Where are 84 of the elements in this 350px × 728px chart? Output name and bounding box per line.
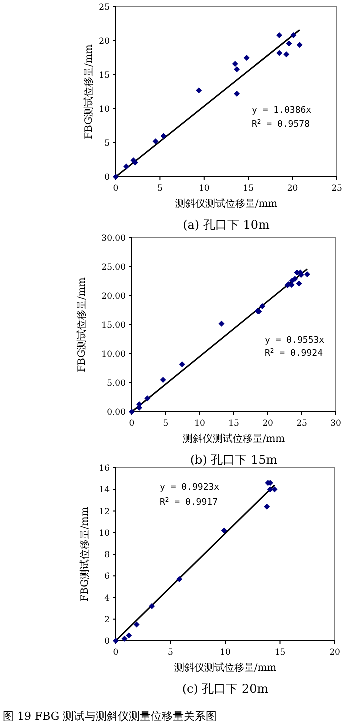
- y-tick-label: 6: [104, 572, 110, 582]
- point: [152, 138, 159, 145]
- point: [296, 280, 302, 287]
- point: [234, 66, 240, 73]
- y-tick-label: 8: [104, 550, 110, 560]
- y-tick-label: 2: [104, 615, 110, 626]
- y-axis-title: FBG测试位移量/mm: [83, 44, 95, 140]
- point: [290, 32, 297, 39]
- x-tick-label: 20: [287, 184, 298, 194]
- y-axis-title: FBG测试位移量/mm: [76, 277, 88, 372]
- point: [267, 486, 274, 493]
- y-tick-label: 5.00: [107, 379, 126, 389]
- point: [276, 32, 283, 39]
- y-tick-label: 16: [99, 464, 110, 474]
- y-tick-label: 0: [104, 173, 110, 183]
- y-tick-label: 15.00: [102, 321, 126, 331]
- point: [218, 320, 225, 327]
- y-tick-label: 10: [99, 105, 110, 115]
- annotation: R$^{2}$ = 0.9578: [252, 118, 310, 130]
- point: [160, 377, 166, 384]
- point: [304, 272, 310, 278]
- x-tick-label: 25: [296, 419, 308, 429]
- y-axis-title: FBG测试位移量/mm: [79, 506, 91, 602]
- annotation: y = 0.9553x: [265, 336, 326, 346]
- y-tick-label: 14: [99, 486, 110, 496]
- point: [221, 528, 228, 534]
- point: [276, 50, 283, 56]
- point: [244, 55, 250, 61]
- point: [160, 133, 167, 140]
- annotation: R$^{2}$ = 0.9917: [160, 496, 218, 508]
- y-tick-label: 25.00: [102, 263, 126, 273]
- x-tick-label: 0: [129, 419, 135, 429]
- text: (a) 孔口下 10m: [183, 218, 271, 232]
- point: [284, 52, 290, 58]
- x-tick-label: 15: [228, 419, 240, 429]
- y-tick-label: 5: [104, 139, 110, 149]
- x-axis-title: 测斜仪测试位移量/mm: [182, 433, 286, 445]
- point: [264, 504, 270, 510]
- x-axis-title: 测斜仪测试位移量/mm: [174, 662, 278, 674]
- y-tick-label: 4: [104, 594, 110, 604]
- y-tick-label: 10.00: [102, 350, 126, 360]
- x-tick-label: 5: [163, 419, 169, 429]
- x-tick-label: 15: [274, 648, 286, 658]
- point: [286, 40, 292, 47]
- y-tick-label: 25: [99, 3, 110, 13]
- point: [260, 303, 266, 310]
- y-tick-label: 10: [99, 528, 110, 539]
- x-tick-label: 5: [168, 648, 174, 658]
- point: [124, 164, 130, 170]
- point: [232, 61, 238, 68]
- x-tick-label: 30: [330, 419, 342, 429]
- text: (c) 孔口下 20m: [182, 682, 270, 696]
- point: [296, 42, 303, 48]
- y-tick-label: 20: [99, 37, 110, 47]
- x-tick-label: 10: [220, 648, 231, 658]
- caption: 图 19 FBG 测试与测斜仪测量位移量关系图: [3, 710, 218, 723]
- point: [149, 603, 156, 610]
- point: [292, 276, 298, 282]
- x-tick-label: 20: [262, 419, 274, 429]
- x-tick-label: 15: [243, 184, 254, 194]
- y-tick-label: 20.00: [102, 292, 126, 302]
- point: [196, 88, 202, 94]
- point: [179, 361, 186, 368]
- annotation: y = 0.9923x: [160, 483, 220, 493]
- point: [134, 622, 140, 628]
- x-tick-label: 20: [330, 648, 340, 658]
- annotation: y = 1.0386x: [252, 106, 312, 116]
- text: (b) 孔口下 15m: [190, 453, 278, 467]
- point: [234, 91, 240, 98]
- x-axis-title: 测斜仪测试位移量/mm: [175, 198, 278, 210]
- y-tick-label: 0: [104, 637, 110, 647]
- annotation: R$^{2}$ = 0.9924: [265, 348, 323, 359]
- y-tick-label: 0.00: [107, 408, 126, 418]
- x-tick-label: 10: [194, 419, 206, 429]
- y-tick-label: 15: [99, 71, 110, 81]
- x-tick-label: 5: [157, 184, 163, 194]
- point: [126, 632, 132, 639]
- point: [122, 636, 128, 642]
- point: [176, 576, 183, 582]
- x-tick-label: 10: [198, 184, 210, 194]
- y-tick-label: 30.00: [102, 234, 126, 244]
- point: [144, 396, 151, 402]
- y-tick-label: 12: [99, 507, 110, 518]
- x-tick-label: 25: [332, 184, 342, 194]
